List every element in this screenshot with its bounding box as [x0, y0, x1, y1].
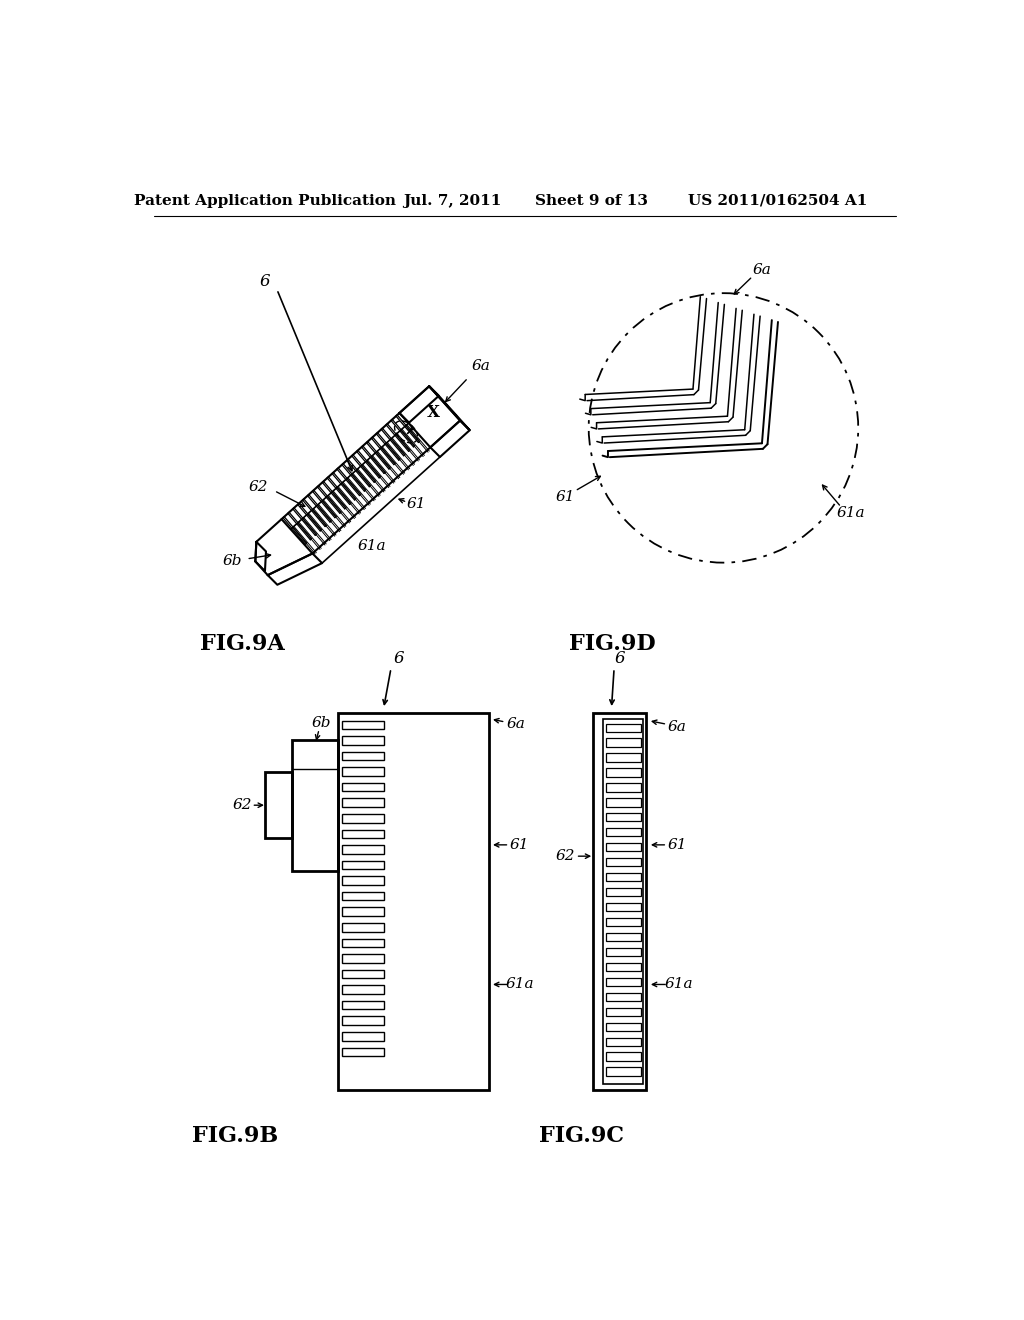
Text: 62: 62	[556, 849, 575, 863]
Bar	[342, 892, 384, 900]
Bar	[342, 799, 384, 807]
Text: FIG.9B: FIG.9B	[193, 1125, 279, 1147]
Text: X: X	[427, 404, 439, 421]
Text: FIG.9A: FIG.9A	[200, 632, 285, 655]
Bar	[605, 768, 641, 776]
Text: 6a: 6a	[753, 263, 771, 277]
Bar	[342, 814, 384, 822]
Bar	[605, 1052, 641, 1061]
Text: 6a: 6a	[668, 719, 687, 734]
Bar	[342, 954, 384, 962]
Bar	[605, 843, 641, 851]
Text: FIG.9C: FIG.9C	[539, 1125, 624, 1147]
Text: US 2011/0162504 A1: US 2011/0162504 A1	[688, 194, 867, 207]
Text: 61a: 61a	[505, 977, 534, 991]
Bar	[342, 751, 384, 760]
Bar	[342, 767, 384, 776]
Text: 6b: 6b	[223, 553, 243, 568]
Text: 6: 6	[393, 651, 403, 668]
Text: 6a: 6a	[472, 359, 490, 374]
Bar	[605, 888, 641, 896]
Bar	[605, 1068, 641, 1076]
Text: Patent Application Publication: Patent Application Publication	[134, 194, 396, 207]
Bar	[605, 1038, 641, 1045]
Text: 61: 61	[510, 838, 529, 851]
Bar	[339, 713, 488, 1090]
Text: 61a: 61a	[357, 539, 386, 553]
Bar	[603, 719, 643, 1084]
Bar	[605, 948, 641, 956]
Text: 6b: 6b	[311, 715, 332, 730]
Bar	[342, 737, 384, 744]
Bar	[605, 738, 641, 747]
Text: 6: 6	[260, 273, 270, 290]
Text: 62: 62	[249, 479, 268, 494]
Bar	[605, 962, 641, 972]
Bar	[593, 713, 646, 1090]
Bar	[342, 861, 384, 870]
Bar	[605, 1007, 641, 1016]
Bar	[342, 721, 384, 729]
Bar	[605, 1023, 641, 1031]
Bar	[605, 723, 641, 731]
Text: 61: 61	[668, 838, 687, 851]
Text: 61: 61	[407, 496, 426, 511]
Bar	[342, 1001, 384, 1010]
Bar	[342, 923, 384, 932]
Bar	[342, 876, 384, 884]
Bar	[605, 813, 641, 821]
Bar	[342, 939, 384, 948]
Bar	[605, 783, 641, 792]
Text: FIG.9D: FIG.9D	[569, 632, 656, 655]
Bar	[605, 873, 641, 882]
Text: 61a: 61a	[837, 506, 865, 520]
Bar	[605, 917, 641, 927]
Bar	[605, 933, 641, 941]
Text: 6: 6	[614, 651, 625, 668]
Text: 61: 61	[556, 490, 575, 504]
Bar	[342, 985, 384, 994]
Bar	[605, 799, 641, 807]
Text: Jul. 7, 2011: Jul. 7, 2011	[403, 194, 502, 207]
Bar	[342, 1048, 384, 1056]
Bar	[605, 858, 641, 866]
Text: 61a: 61a	[665, 977, 693, 991]
Text: Sheet 9 of 13: Sheet 9 of 13	[535, 194, 647, 207]
Bar	[342, 1032, 384, 1040]
Text: 62: 62	[232, 799, 252, 812]
Text: 6a: 6a	[506, 717, 525, 731]
Bar	[605, 828, 641, 837]
Bar	[605, 993, 641, 1001]
Bar	[342, 1016, 384, 1026]
Bar	[342, 970, 384, 978]
Bar	[342, 907, 384, 916]
Bar	[605, 978, 641, 986]
Bar	[605, 903, 641, 911]
Bar	[342, 845, 384, 854]
Bar	[605, 754, 641, 762]
Bar	[342, 783, 384, 792]
Bar	[342, 829, 384, 838]
Bar	[265, 772, 292, 838]
Bar	[292, 739, 339, 871]
